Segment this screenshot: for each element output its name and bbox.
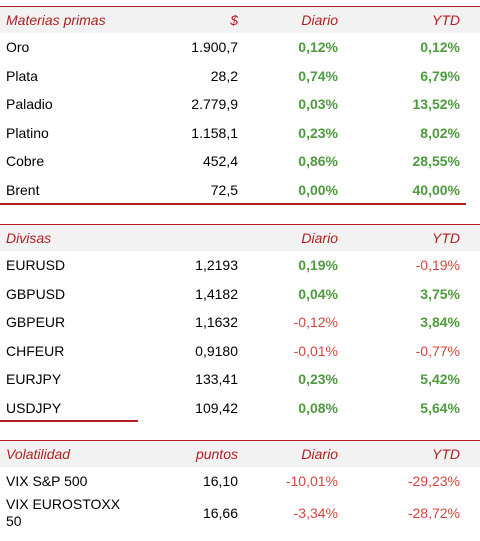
row-value: 452,4 [202, 153, 238, 169]
row-name: GBPEUR [6, 314, 66, 330]
row-ytd: -0,77% [415, 342, 460, 359]
row-value: 133,41 [195, 371, 238, 387]
row-name: CHFEUR [6, 342, 65, 359]
row-daily: 0,23% [298, 371, 338, 387]
row-value: 2.779,9 [191, 96, 238, 112]
row-ytd: 3,75% [420, 285, 460, 302]
materias-header-name: Materias primas [6, 12, 106, 28]
volatilidad-header-ytd: YTD [432, 446, 460, 462]
row-ytd: -28,72% [407, 504, 460, 521]
row-name: Cobre [6, 153, 45, 169]
row-daily: 0,19% [298, 257, 338, 273]
row-name: GBPUSD [6, 285, 66, 302]
divisas-header: Divisas Diario YTD [0, 224, 480, 251]
row-daily: 0,00% [298, 181, 338, 198]
row-value: 72,5 [210, 181, 238, 198]
row-daily: 0,08% [298, 399, 338, 416]
table-row: Platino 1.158,1 0,23% 8,02% [0, 119, 480, 148]
row-daily: 0,04% [298, 285, 338, 302]
row-daily: 0,03% [298, 96, 338, 112]
materias-header-ytd: YTD [432, 12, 460, 28]
row-daily: 0,23% [298, 124, 338, 141]
row-name: Platino [6, 124, 49, 141]
row-daily: -10,01% [285, 473, 338, 489]
row-name: USDJPY [6, 399, 62, 416]
materias-header: Materias primas $ Diario YTD [0, 6, 480, 33]
volatilidad-header-name: Volatilidad [6, 446, 71, 462]
row-ytd: 0,12% [420, 39, 460, 55]
row-ytd: -29,23% [407, 473, 460, 489]
materias-header-daily: Diario [301, 12, 338, 28]
table-row: VIX EUROSTOXX 50 16,66 -3,34% -28,72% [0, 496, 480, 534]
table-row: USDJPY 109,42 0,08% 5,64% [0, 394, 480, 423]
section-divider [0, 203, 466, 205]
row-value: 16,66 [202, 504, 238, 521]
table-row: GBPUSD 1,4182 0,04% 3,75% [0, 280, 480, 309]
row-daily: 0,74% [298, 67, 338, 84]
row-ytd: 5,42% [420, 371, 460, 387]
table-row: EURJPY 133,41 0,23% 5,42% [0, 365, 480, 394]
row-value: 1,2193 [195, 257, 238, 273]
row-value: 1.158,1 [191, 124, 238, 141]
row-value: 16,10 [202, 473, 238, 489]
row-value: 1,1632 [195, 314, 238, 330]
table-row: VIX S&P 500 16,10 -10,01% -29,23% [0, 467, 480, 496]
row-daily: 0,12% [298, 39, 338, 55]
volatilidad-header: Volatilidad puntos Diario YTD [0, 440, 480, 467]
row-name: Brent [6, 181, 40, 198]
table-row: Brent 72,5 0,00% 40,00% [0, 176, 480, 205]
row-value: 0,9180 [195, 342, 238, 359]
volatilidad-header-value: puntos [195, 446, 238, 462]
row-value: 1.900,7 [191, 39, 238, 55]
row-ytd: 8,02% [420, 124, 460, 141]
row-name: Oro [6, 39, 30, 55]
volatilidad-table: Volatilidad puntos Diario YTD VIX S&P 50… [0, 440, 480, 534]
row-daily: -3,34% [293, 504, 338, 521]
table-row: Paladio 2.779,9 0,03% 13,52% [0, 90, 480, 119]
table-row: EURUSD 1,2193 0,19% -0,19% [0, 251, 480, 280]
section-divider [0, 420, 138, 422]
row-name: EURJPY [6, 371, 62, 387]
table-row: Oro 1.900,7 0,12% 0,12% [0, 33, 480, 62]
materias-primas-table: Materias primas $ Diario YTD Oro 1.900,7… [0, 6, 480, 204]
row-name: VIX EUROSTOXX 50 [6, 495, 121, 529]
row-daily: -0,01% [293, 342, 338, 359]
row-name: VIX S&P 500 [6, 473, 88, 489]
row-ytd: 5,64% [420, 399, 460, 416]
table-row: GBPEUR 1,1632 -0,12% 3,84% [0, 308, 480, 337]
row-value: 28,2 [210, 67, 238, 84]
row-daily: 0,86% [298, 153, 338, 169]
row-ytd: 40,00% [412, 181, 460, 198]
row-daily: -0,12% [293, 314, 338, 330]
row-name: EURUSD [6, 257, 66, 273]
divisas-header-ytd: YTD [432, 230, 460, 246]
table-row: Plata 28,2 0,74% 6,79% [0, 62, 480, 91]
divisas-header-name: Divisas [6, 230, 52, 246]
row-name: Paladio [6, 96, 53, 112]
table-row: CHFEUR 0,9180 -0,01% -0,77% [0, 337, 480, 366]
row-value: 1,4182 [195, 285, 238, 302]
row-ytd: 3,84% [420, 314, 460, 330]
row-name: Plata [6, 67, 38, 84]
table-row: Cobre 452,4 0,86% 28,55% [0, 147, 480, 176]
divisas-header-daily: Diario [301, 230, 338, 246]
row-ytd: 6,79% [420, 67, 460, 84]
row-ytd: -0,19% [415, 257, 460, 273]
divisas-table: Divisas Diario YTD EURUSD 1,2193 0,19% -… [0, 224, 480, 422]
materias-header-value: $ [230, 12, 238, 28]
row-value: 109,42 [195, 399, 238, 416]
row-ytd: 13,52% [412, 96, 460, 112]
row-ytd: 28,55% [412, 153, 460, 169]
volatilidad-header-daily: Diario [301, 446, 338, 462]
